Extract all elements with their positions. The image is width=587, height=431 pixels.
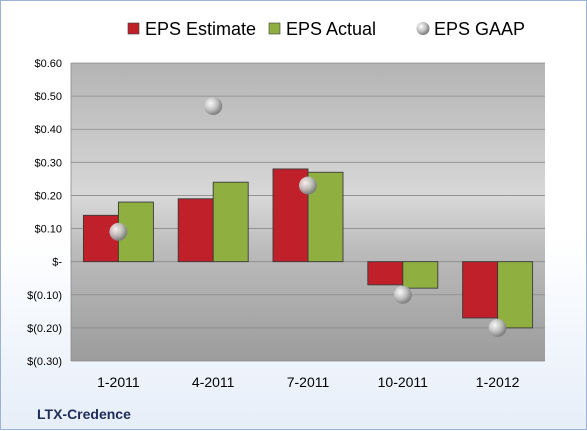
y-tick-label: $0.10 (34, 224, 62, 236)
marker-eps-gaap (488, 318, 507, 337)
gridlines (70, 62, 545, 362)
y-tick-label: $0.40 (34, 124, 62, 136)
bar-eps-estimate (177, 198, 214, 263)
bar-eps-estimate (462, 261, 499, 319)
bar-eps-actual (497, 261, 534, 329)
legend-swatch (416, 22, 430, 35)
x-category-label: 7-2011 (287, 374, 330, 390)
bar-eps-actual (212, 181, 249, 263)
x-axis-category-labels: 1-2011 4-2011 7-2011 10-2011 1-2012 (97, 374, 519, 390)
legend-label: EPS Estimate (145, 19, 256, 39)
x-category-label: 10-2011 (378, 374, 429, 390)
legend-swatch (127, 22, 140, 35)
gaap-markers (109, 97, 507, 337)
y-tick-label: $0.30 (34, 157, 62, 169)
legend: EPS Estimate EPS Actual EPS GAAP (127, 19, 525, 39)
y-axis-tick-labels: $0.60 $0.50 $0.40 $0.30 $0.20 $0.10 $- $(0.10) $… (27, 58, 62, 368)
y-tick-label: $0.20 (34, 190, 62, 202)
marker-eps-gaap (299, 176, 317, 195)
legend-label: EPS GAAP (434, 19, 525, 39)
y-tick-label: $(0.30) (27, 356, 62, 368)
marker-eps-gaap (204, 97, 223, 116)
y-tick-label: $0.50 (34, 91, 62, 103)
company-label: LTX-Credence (37, 406, 131, 422)
marker-eps-gaap (393, 285, 412, 304)
legend-swatch (268, 22, 281, 35)
legend-label: EPS Actual (286, 19, 376, 39)
x-category-label: 4-2011 (192, 374, 235, 390)
y-tick-label: $0.60 (34, 58, 62, 70)
y-tick-label: $(0.20) (27, 323, 62, 335)
y-tick-label: $(0.10) (27, 290, 62, 302)
y-tick-label: $- (52, 257, 62, 269)
x-category-label: 1-2012 (476, 374, 520, 390)
bar-eps-actual (307, 171, 344, 263)
bar-eps-actual (402, 261, 439, 289)
x-category-label: 1-2011 (97, 374, 140, 390)
bar-eps-estimate (367, 261, 404, 286)
marker-eps-gaap (109, 222, 128, 241)
